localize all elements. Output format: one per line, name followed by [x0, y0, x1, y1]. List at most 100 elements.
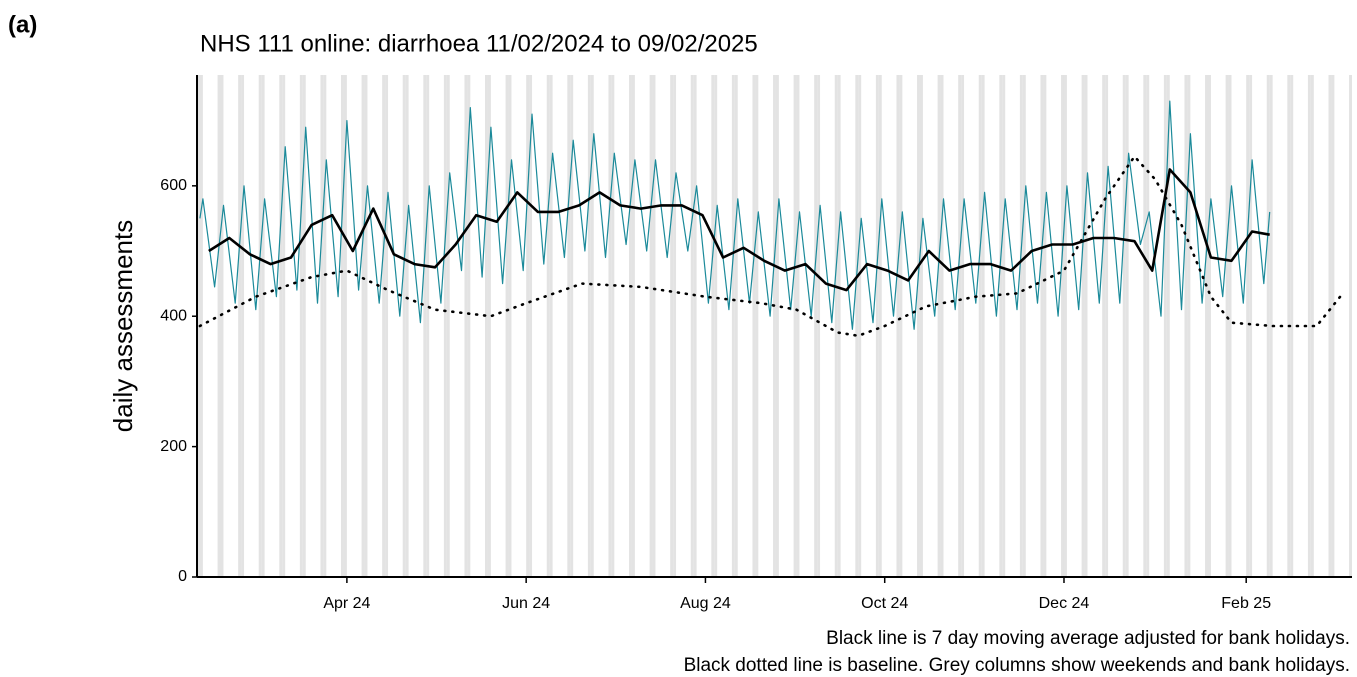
x-tick-label: Dec 24 [1039, 595, 1090, 612]
weekend-column [220, 75, 224, 577]
weekend-column [320, 75, 324, 577]
weekend-column [529, 75, 533, 577]
weekend-column [834, 75, 838, 577]
weekend-column [464, 75, 468, 577]
panel-label: (a) [8, 11, 37, 38]
weekend-column [299, 75, 303, 577]
weekend-column [1166, 75, 1170, 577]
weekend-column [837, 75, 841, 577]
weekend-column [546, 75, 550, 577]
weekend-column [485, 75, 488, 577]
weekend-column [323, 75, 327, 577]
weekend-column [590, 75, 594, 577]
note: Black dotted line is baseline. Grey colu… [684, 655, 1350, 676]
weekend-column [611, 75, 615, 577]
weekend-column [1002, 75, 1006, 577]
weekend-column [508, 75, 512, 577]
weekend-column [1143, 75, 1147, 577]
weekend-column [855, 75, 859, 577]
weekend-column [402, 75, 406, 577]
weekend-column [649, 75, 653, 577]
weekend-column [673, 75, 677, 577]
plot-layer: 0 200 400 600 Apr 24 Jun 24 Aug 24 Oct 24 Dec 24… [160, 75, 1352, 612]
weekend-column [446, 75, 450, 577]
weekend-column [382, 75, 386, 577]
x-tick-label: Oct 24 [861, 595, 908, 612]
weekend-column [693, 75, 697, 577]
weekend-column [875, 75, 879, 577]
weekend-column [817, 75, 821, 577]
weekend-column [1207, 75, 1211, 577]
weekend-column [1225, 75, 1229, 577]
weekend-column [426, 75, 430, 577]
weekend-column [670, 75, 674, 577]
weekend-column [1146, 75, 1150, 577]
weekend-column [261, 75, 265, 577]
note: Black line is 7 day moving average adjus… [826, 628, 1350, 649]
weekend-column [526, 75, 530, 577]
weekend-column [241, 75, 245, 577]
series-line [198, 155, 1342, 338]
weekend-column [1043, 75, 1047, 577]
weekend-column [443, 75, 447, 577]
x-tick-label: Aug 24 [680, 595, 731, 612]
weekend-column [1184, 75, 1188, 577]
weekend-column [1187, 75, 1191, 577]
series-line [208, 168, 1270, 292]
weekend-column [981, 75, 985, 577]
weekend-column [734, 75, 738, 577]
weekend-column [917, 75, 920, 577]
weekend-column [423, 75, 427, 577]
weekend-column [1122, 75, 1126, 577]
weekend-column [775, 75, 779, 577]
weekend-column [1040, 75, 1044, 577]
weekend-column [1084, 75, 1088, 577]
weekend-column [1349, 75, 1352, 577]
y-tick-label: 0 [178, 568, 187, 585]
weekend-column [919, 75, 923, 577]
weekend-column [629, 75, 632, 577]
weekend-column [1328, 75, 1332, 577]
weekend-column [999, 75, 1003, 577]
weekend-column [1105, 75, 1109, 577]
x-tick-label: Jun 24 [502, 595, 550, 612]
weekend-column [258, 75, 262, 577]
weekend-column [752, 75, 756, 577]
weekend-column [1249, 75, 1253, 577]
weekend-column [567, 75, 571, 577]
weekend-column [1205, 75, 1208, 577]
weekend-column [467, 75, 471, 577]
weekend-column [978, 75, 982, 577]
weekend-column [690, 75, 694, 577]
weekend-column [1063, 75, 1067, 577]
weekend-column [570, 75, 574, 577]
y-tick-label: 200 [160, 438, 187, 455]
x-tick-label: Apr 24 [323, 595, 370, 612]
weekend-column [1228, 75, 1232, 577]
weekend-column [1022, 75, 1026, 577]
weekend-column [940, 75, 944, 577]
weekend-column [896, 75, 900, 577]
weekend-column [773, 75, 776, 577]
weekend-column [487, 75, 491, 577]
weekend-column [1102, 75, 1106, 577]
weekend-column [505, 75, 509, 577]
weekend-column [814, 75, 818, 577]
y-tick-label: 400 [160, 307, 187, 324]
weekend-column [302, 75, 306, 577]
weekend-column [364, 75, 368, 577]
weekend-column [796, 75, 800, 577]
weekend-column [217, 75, 221, 577]
weekend-column [341, 75, 344, 577]
weekend-column [793, 75, 797, 577]
weekend-column [1307, 75, 1311, 577]
x-tick-label: Feb 25 [1221, 595, 1271, 612]
weekend-column [385, 75, 389, 577]
weekend-column [1019, 75, 1023, 577]
weekend-column [549, 75, 553, 577]
weekend-column [899, 75, 903, 577]
weekend-column [1266, 75, 1270, 577]
weekend-column [958, 75, 962, 577]
weekend-column [1163, 75, 1167, 577]
